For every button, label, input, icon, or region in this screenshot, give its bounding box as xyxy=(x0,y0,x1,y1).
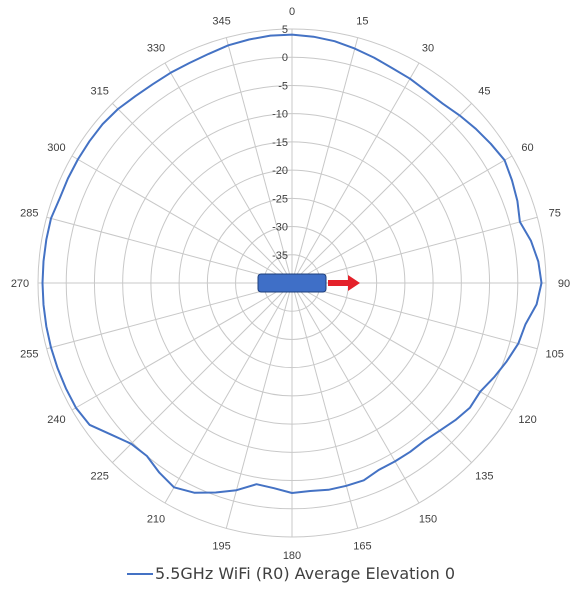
legend: 5.5GHz WiFi (R0) Average Elevation 0 xyxy=(0,564,582,583)
angle-spoke xyxy=(112,282,293,463)
legend-label: 5.5GHz WiFi (R0) Average Elevation 0 xyxy=(154,564,456,583)
radial-tick-label: 5 xyxy=(282,24,288,36)
polar-chart: 50-5-10-15-20-25-30-35 01530456075901051… xyxy=(11,6,570,560)
radial-tick-label: 0 xyxy=(282,52,288,64)
radial-tick-label: -5 xyxy=(278,80,288,92)
angle-label: 75 xyxy=(549,208,561,220)
angle-spoke xyxy=(291,282,472,463)
angle-spoke xyxy=(164,282,293,504)
angle-label: 210 xyxy=(147,514,165,526)
angle-spokes xyxy=(38,29,546,537)
angle-spoke xyxy=(225,282,293,529)
angle-label: 30 xyxy=(422,42,434,54)
angle-spoke xyxy=(291,282,513,411)
angle-spoke xyxy=(291,216,538,284)
device-annotation xyxy=(257,273,360,293)
angle-label: 285 xyxy=(20,208,38,220)
angle-label: 15 xyxy=(356,15,368,27)
direction-arrow xyxy=(328,275,360,291)
angle-label: 240 xyxy=(47,414,65,426)
angle-spoke xyxy=(291,103,472,284)
angle-label: 135 xyxy=(475,470,493,482)
radial-tick-label: -30 xyxy=(272,222,288,234)
angle-label: 45 xyxy=(478,86,490,98)
device-bar xyxy=(257,273,327,293)
angle-spoke xyxy=(291,282,538,350)
radial-tick-label: -15 xyxy=(272,137,288,149)
angle-label: 225 xyxy=(90,470,108,482)
radial-tick-label: -25 xyxy=(272,193,288,205)
angle-spoke xyxy=(71,282,293,411)
angle-spoke xyxy=(291,155,513,284)
angle-spoke xyxy=(46,282,293,350)
angle-spoke xyxy=(291,282,420,504)
angle-label: 315 xyxy=(90,86,108,98)
angle-label: 180 xyxy=(283,550,301,560)
angle-spoke xyxy=(71,155,293,284)
angle-spoke xyxy=(46,216,293,284)
angle-spoke xyxy=(225,37,293,284)
angle-label: 255 xyxy=(20,348,38,360)
angle-label: 0 xyxy=(289,6,295,18)
angle-label: 120 xyxy=(518,414,536,426)
angle-label: 300 xyxy=(47,142,65,154)
angle-spoke xyxy=(164,62,293,284)
radial-tick-label: -35 xyxy=(272,250,288,262)
angle-label: 345 xyxy=(212,15,230,27)
angle-spoke xyxy=(112,103,293,284)
angle-label: 60 xyxy=(521,142,533,154)
angle-spoke xyxy=(291,37,359,284)
angle-label: 165 xyxy=(353,541,371,553)
angle-label: 270 xyxy=(11,278,29,290)
series-line xyxy=(41,33,543,494)
angle-spoke xyxy=(291,282,359,529)
legend-line-swatch xyxy=(126,572,153,575)
angle-label: 105 xyxy=(546,348,564,360)
series-group xyxy=(41,33,543,494)
angle-spoke xyxy=(291,62,420,284)
angle-label: 330 xyxy=(147,42,165,54)
angle-label: 150 xyxy=(419,514,437,526)
radial-tick-label: -10 xyxy=(272,109,288,121)
angle-labels: 0 15 30 45 60 75 90 105 120 135 150 165 180 195 210 225… xyxy=(11,6,570,560)
radial-tick-labels: 5 0 -5 -10 -15 -20 -25 -30 -35 xyxy=(272,24,288,262)
radial-tick-label: -20 xyxy=(272,165,288,177)
angle-label: 90 xyxy=(558,278,570,290)
angle-label: 195 xyxy=(212,541,230,553)
